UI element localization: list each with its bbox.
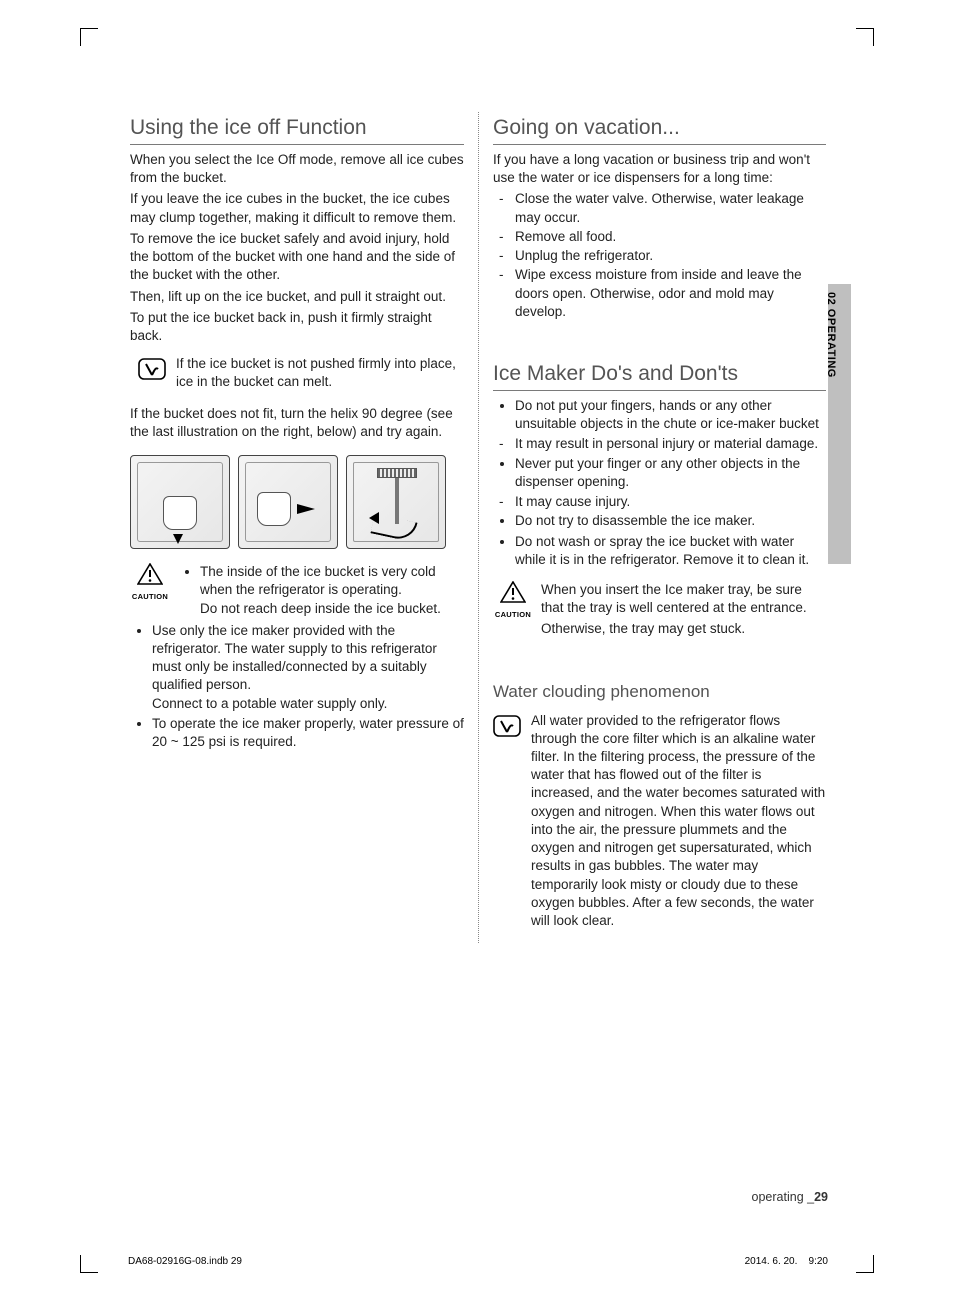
list-item: Wipe excess moisture from inside and lea… (493, 266, 826, 321)
heading-dos-donts: Ice Maker Do's and Don'ts (493, 362, 826, 391)
page-footer: operating _29 (752, 1190, 828, 1204)
illustration-pull-bucket (238, 455, 338, 549)
body-text: If the bucket does not fit, turn the hel… (130, 405, 464, 441)
footer-section: operating _ (752, 1190, 815, 1204)
note-icon (138, 355, 166, 388)
slug-date: 2014. 6. 20. (745, 1256, 798, 1267)
caution-text: The inside of the ice bucket is very col… (200, 564, 436, 597)
caution-block: CAUTION The inside of the ice bucket is … (130, 563, 464, 620)
caution-label: CAUTION (130, 592, 170, 601)
body-text: Then, lift up on the ice bucket, and pul… (130, 288, 464, 306)
note-block: All water provided to the refrigerator f… (493, 712, 826, 934)
heading-vacation: Going on vacation... (493, 116, 826, 145)
page-number: 29 (814, 1190, 828, 1204)
list-item: To operate the ice maker properly, water… (152, 715, 464, 751)
body-text: If you have a long vacation or business … (493, 151, 826, 187)
note-block: If the ice bucket is not pushed firmly i… (138, 355, 464, 394)
slug-file: DA68-02916G-08.indb 29 (128, 1256, 242, 1267)
list-item: Remove all food. (493, 228, 826, 246)
body-text: To remove the ice bucket safely and avoi… (130, 230, 464, 285)
caution-icon (137, 563, 163, 585)
list-item: It may cause injury. (493, 493, 826, 511)
list-item: It may result in personal injury or mate… (493, 435, 826, 453)
body-text: If you leave the ice cubes in the bucket… (130, 190, 464, 226)
print-slug: DA68-02916G-08.indb 29 2014. 6. 20. 9:20 (128, 1256, 828, 1267)
list-item: Do not try to disassemble the ice maker. (515, 512, 826, 530)
caution-text: Do not reach deep inside the ice bucket. (200, 601, 441, 616)
caution-icon (500, 581, 526, 603)
page-content: 02 OPERATING Using the ice off Function … (128, 112, 828, 1192)
list-item: Unplug the refrigerator. (493, 247, 826, 265)
caution-text: Otherwise, the tray may get stuck. (541, 620, 826, 638)
illustration-row (130, 455, 464, 549)
body-text: Connect to a potable water supply only. (152, 696, 387, 711)
body-text: When you select the Ice Off mode, remove… (130, 151, 464, 187)
list-item: The inside of the ice bucket is very col… (200, 563, 464, 618)
list-item: Use only the ice maker provided with the… (152, 622, 464, 713)
illustration-turn-helix (346, 455, 446, 549)
illustration-lift-bucket (130, 455, 230, 549)
list-item: Do not wash or spray the ice bucket with… (515, 533, 826, 569)
right-column: Going on vacation... If you have a long … (478, 112, 828, 943)
caution-text: When you insert the Ice maker tray, be s… (541, 581, 826, 617)
note-icon (493, 712, 521, 745)
section-tab: 02 OPERATING (828, 284, 851, 564)
heading-water-clouding: Water clouding phenomenon (493, 682, 826, 702)
list-item: Close the water valve. Otherwise, water … (493, 190, 826, 226)
left-column: Using the ice off Function When you sele… (128, 112, 478, 943)
section-tab-label: 02 OPERATING (825, 292, 837, 378)
list-item: Do not put your fingers, hands or any ot… (515, 397, 826, 433)
slug-time: 9:20 (809, 1256, 828, 1267)
caution-block: CAUTION When you insert the Ice maker tr… (493, 581, 826, 642)
list-item: Never put your finger or any other objec… (515, 455, 826, 491)
body-text: To put the ice bucket back in, push it f… (130, 309, 464, 345)
heading-ice-off: Using the ice off Function (130, 116, 464, 145)
body-text: Use only the ice maker provided with the… (152, 623, 437, 693)
caution-label: CAUTION (493, 610, 533, 619)
note-text: All water provided to the refrigerator f… (531, 712, 826, 931)
note-text: If the ice bucket is not pushed firmly i… (176, 355, 464, 391)
